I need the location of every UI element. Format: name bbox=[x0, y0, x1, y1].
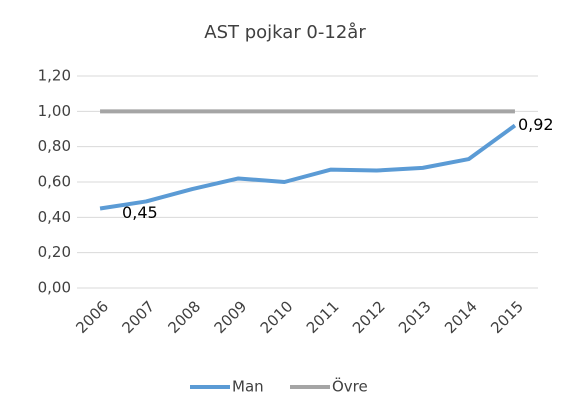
y-tick-label: 0,20 bbox=[38, 243, 71, 261]
data-label: 0,92 bbox=[518, 115, 554, 134]
legend-label: Man bbox=[232, 378, 264, 396]
data-label: 0,45 bbox=[122, 203, 158, 222]
legend-label: Övre bbox=[332, 377, 368, 396]
y-tick-label: 0,40 bbox=[38, 208, 71, 226]
series-line bbox=[99, 123, 517, 211]
chart-title: AST pojkar 0-12år bbox=[204, 22, 366, 43]
y-tick-label: 0,80 bbox=[38, 137, 71, 155]
y-tick-label: 0,00 bbox=[38, 279, 71, 297]
y-tick-label: 1,20 bbox=[38, 67, 71, 85]
y-tick-label: 1,00 bbox=[38, 102, 71, 120]
y-tick-label: 0,60 bbox=[38, 173, 71, 191]
